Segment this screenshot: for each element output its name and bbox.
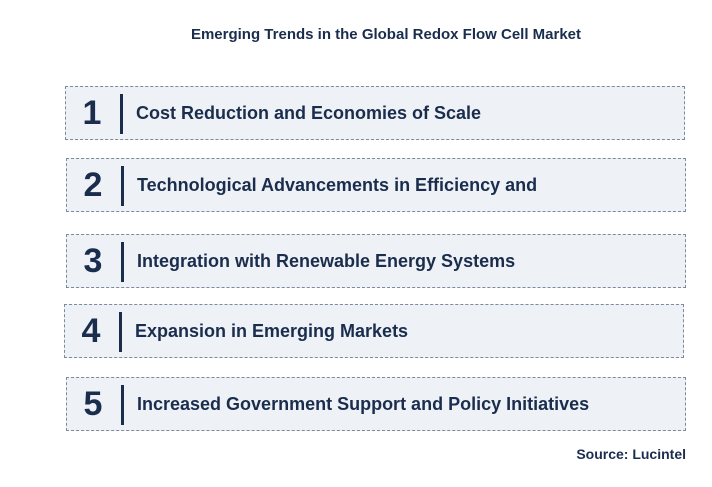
trend-box-4: 4 Expansion in Emerging Markets — [64, 304, 684, 358]
trend-number: 2 — [83, 165, 103, 204]
trend-box-1: 1 Cost Reduction and Economies of Scale — [65, 86, 685, 140]
divider-bar — [121, 385, 124, 425]
trend-label: Cost Reduction and Economies of Scale — [136, 102, 482, 123]
divider-bar — [121, 242, 124, 282]
trend-label: Technological Advancements in Efficiency… — [137, 174, 538, 195]
trend-label: Increased Government Support and Policy … — [137, 393, 590, 414]
diagram-title: Emerging Trends in the Global Redox Flow… — [190, 26, 582, 43]
trend-number: 3 — [83, 241, 103, 280]
trend-box-2: 2 Technological Advancements in Efficien… — [66, 158, 686, 212]
trend-box-5: 5 Increased Government Support and Polic… — [66, 377, 686, 431]
divider-bar — [121, 166, 124, 206]
trend-number: 1 — [82, 93, 102, 132]
source-credit: Source: Lucintel — [576, 446, 686, 462]
trend-number: 4 — [81, 311, 101, 350]
trend-box-3: 3 Integration with Renewable Energy Syst… — [66, 234, 686, 288]
trend-number: 5 — [83, 384, 103, 423]
divider-bar — [119, 312, 122, 352]
divider-bar — [120, 94, 123, 134]
trend-label: Expansion in Emerging Markets — [135, 320, 409, 341]
trend-label: Integration with Renewable Energy System… — [137, 250, 516, 271]
